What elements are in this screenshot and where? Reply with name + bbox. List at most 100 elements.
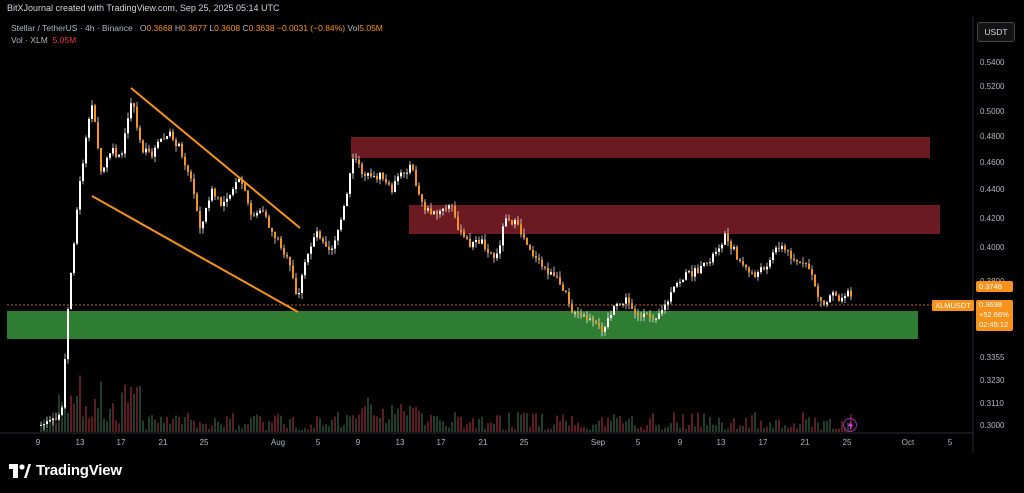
volume-bar: [70, 395, 72, 432]
volume-bar: [697, 412, 699, 432]
time-tick-label: 9: [356, 438, 361, 447]
volume-bar: [262, 421, 264, 432]
candle-body: [268, 216, 270, 228]
candle-body: [109, 153, 111, 158]
volume-bar: [682, 414, 684, 432]
lightning-icon[interactable]: [843, 418, 857, 432]
channel-bottom-line[interactable]: [91, 195, 299, 313]
volume-bar: [88, 418, 90, 432]
volume-bar: [394, 414, 396, 432]
volume-legend[interactable]: Vol · XLM 5.05M: [11, 35, 76, 45]
candle-body: [829, 295, 831, 303]
candle-body: [838, 295, 840, 302]
volume-bar: [766, 426, 768, 432]
candle-body: [544, 266, 546, 268]
volume-bar: [178, 416, 180, 432]
candle-body: [76, 209, 78, 244]
candle-body: [277, 238, 279, 240]
candle-body: [796, 260, 798, 262]
volume-bar: [184, 417, 186, 432]
candle-body: [754, 272, 756, 277]
candle-body: [67, 309, 69, 360]
price-tick-label: 0.4000: [980, 243, 1005, 252]
symbol-legend[interactable]: Stellar / TetherUS · 4h · Binance O0.366…: [11, 23, 383, 33]
candle-body: [226, 198, 228, 202]
volume-bar: [649, 418, 651, 432]
candle-body: [175, 139, 177, 147]
candle-body: [469, 238, 471, 248]
time-tick-label: 21: [801, 438, 810, 447]
candle-body: [415, 169, 417, 186]
candle-body: [181, 143, 183, 157]
candle-body: [229, 194, 231, 199]
volume-bar: [802, 412, 804, 432]
candle-body: [391, 184, 393, 193]
candle-body: [223, 201, 225, 206]
volume-bar: [532, 414, 534, 432]
candle-body: [535, 256, 537, 259]
candle-body: [454, 205, 456, 217]
tradingview-logo[interactable]: TradingView: [9, 462, 122, 479]
candle-body: [619, 303, 621, 305]
candle-body: [649, 313, 651, 318]
candle-body: [691, 271, 693, 277]
candle-body: [94, 105, 96, 122]
candle-body: [331, 248, 333, 250]
symbol-name: Stellar / TetherUS · 4h · Binance: [11, 23, 133, 33]
volume-bar: [709, 416, 711, 432]
volume-bar: [109, 408, 111, 432]
candle-body: [589, 318, 591, 320]
candle-body: [166, 136, 168, 139]
volume-bar: [232, 412, 234, 432]
volume-bar: [259, 415, 261, 432]
volume-bar: [838, 428, 840, 432]
candle-body: [355, 158, 357, 160]
candle-body: [433, 211, 435, 215]
candle-body: [244, 183, 246, 191]
candle-body: [622, 303, 624, 305]
volume-bar: [121, 392, 123, 432]
candle-body: [496, 253, 498, 259]
volume-bar: [511, 427, 513, 432]
volume-bar: [772, 427, 774, 432]
candle-body: [406, 172, 408, 174]
volume-bar: [724, 429, 726, 432]
candle-body: [568, 292, 570, 304]
candle-body: [727, 233, 729, 242]
currency-selector-button[interactable]: USDT: [977, 22, 1015, 42]
volume-bar: [424, 425, 426, 432]
candle-body: [334, 240, 336, 249]
candle-body: [814, 274, 816, 287]
candle-body: [682, 279, 684, 283]
candle-body: [565, 290, 567, 293]
candle-body: [127, 118, 129, 134]
candle-body: [154, 147, 156, 157]
volume-bar: [412, 407, 414, 432]
volume-bar: [238, 425, 240, 432]
volume-bar: [796, 428, 798, 432]
candle-body: [733, 247, 735, 249]
volume-bar: [694, 426, 696, 432]
candle-body: [817, 286, 819, 298]
candle-body: [577, 312, 579, 314]
volume-bar: [55, 422, 57, 432]
channel-top-line[interactable]: [130, 87, 301, 229]
tradingview-logo-icon: [9, 463, 31, 478]
candle-body: [115, 148, 117, 157]
volume-bar: [622, 423, 624, 432]
volume-bar: [271, 422, 273, 432]
volume-bar: [352, 415, 354, 432]
candle-body: [445, 208, 447, 210]
time-tick-label: Oct: [902, 438, 915, 447]
candle-body: [823, 300, 825, 305]
candle-body: [778, 247, 780, 249]
volume-bar: [430, 415, 432, 432]
candle-body: [694, 268, 696, 277]
candle-body: [676, 282, 678, 287]
volume-bar: [616, 418, 618, 432]
candle-body: [793, 258, 795, 261]
volume-bar: [718, 417, 720, 432]
price-tick-label: 0.5000: [980, 107, 1005, 116]
volume-bar: [196, 427, 198, 432]
